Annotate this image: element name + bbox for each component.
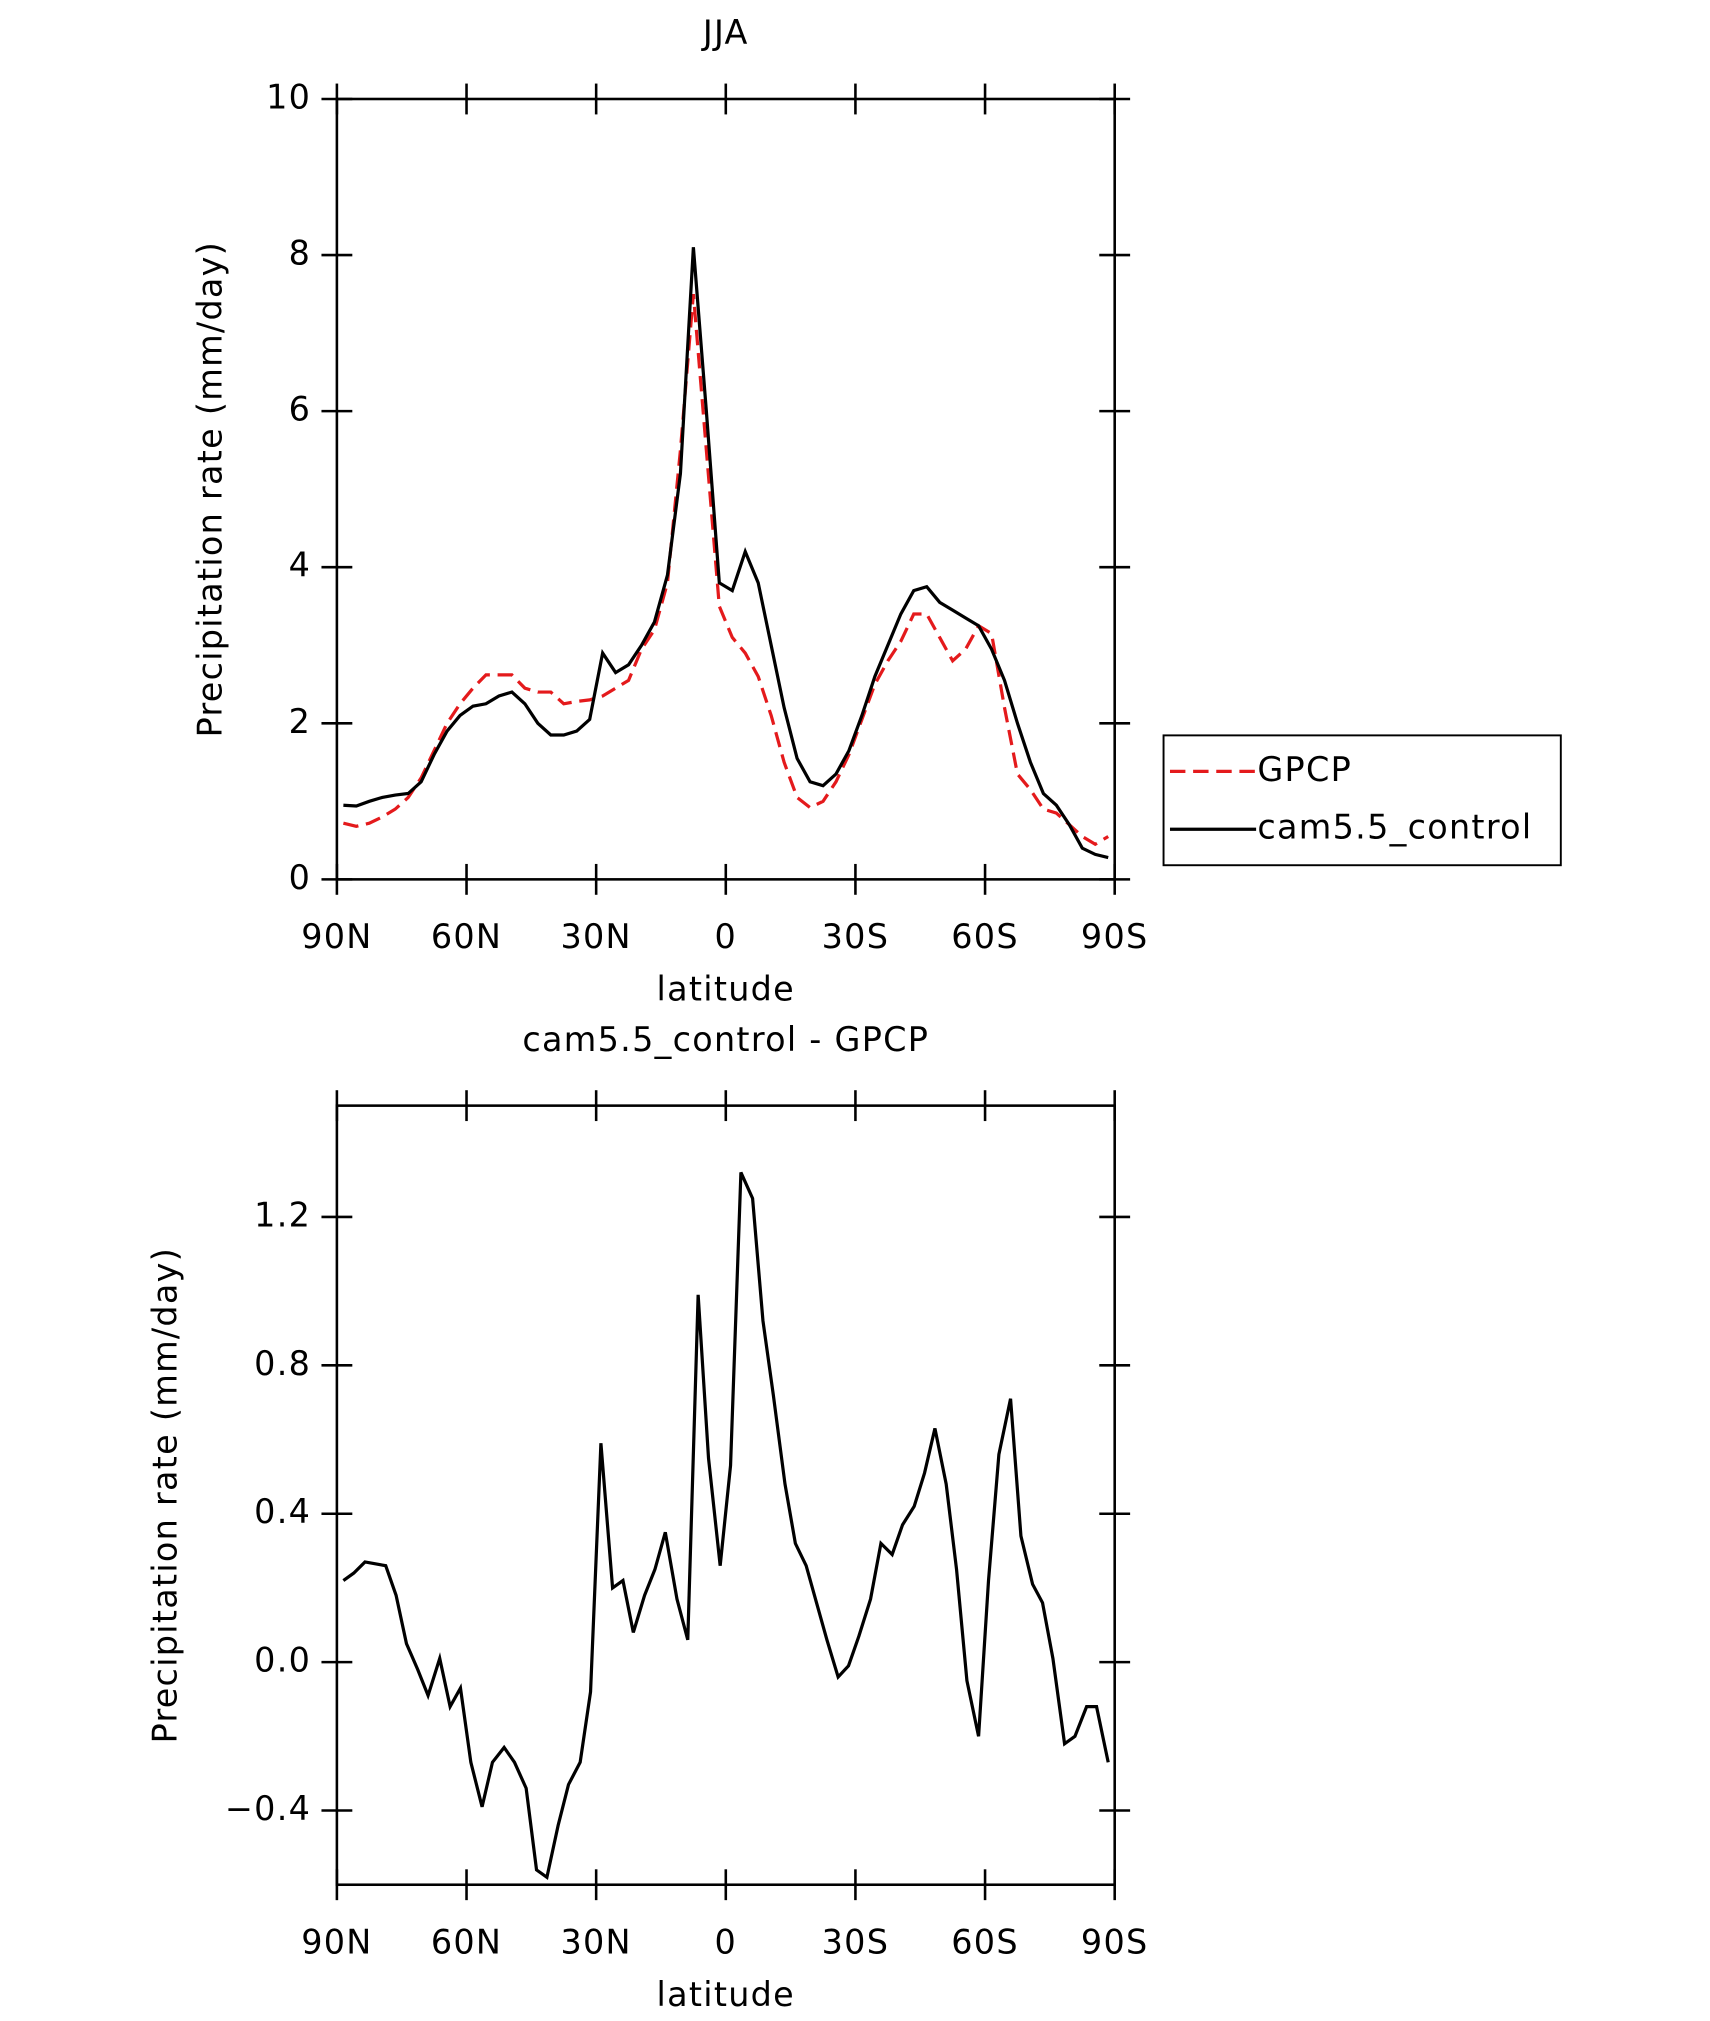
y-axis-label: Precipitation rate (mm/day) — [146, 1247, 185, 1743]
x-tick-label: 0 — [715, 1922, 738, 1961]
y-tick-label: −0.4 — [225, 1789, 311, 1828]
legend-label: cam5.5_control — [1257, 808, 1532, 847]
y-tick-label: 1.2 — [254, 1195, 311, 1234]
x-tick-label: 60S — [951, 917, 1019, 956]
x-axis-label: latitude — [657, 970, 795, 1009]
legend: GPCP cam5.5_control — [1162, 734, 1562, 867]
chart-panel: JJA latitude Precipitation rate (mm/day) 90… — [191, 13, 1562, 1009]
x-tick-label: 90N — [301, 917, 372, 956]
y-tick-label: 0.4 — [254, 1492, 311, 1531]
y-tick-label: 0.0 — [254, 1641, 311, 1680]
x-tick-label: 90N — [301, 1922, 372, 1961]
chart-panel: cam5.5_control - GPCP latitude Precipitati… — [146, 1020, 1149, 2014]
x-tick-label: 30N — [560, 917, 631, 956]
chart-title: JJA — [701, 13, 749, 52]
legend-box — [1162, 734, 1562, 867]
y-axis-label: Precipitation rate (mm/day) — [191, 241, 230, 737]
x-tick-label: 60N — [431, 1922, 502, 1961]
x-axis-label: latitude — [657, 1975, 795, 2014]
chart-title: cam5.5_control - GPCP — [522, 1020, 929, 1059]
legend-label: GPCP — [1257, 750, 1352, 789]
data-line — [343, 247, 1109, 860]
x-tick-label: 60S — [951, 1922, 1019, 1961]
x-tick-label: 60N — [431, 917, 502, 956]
y-tick-label: 0 — [289, 858, 312, 897]
x-tick-label: 30S — [822, 917, 890, 956]
x-tick-label: 90S — [1081, 1922, 1149, 1961]
y-tick-label: 10 — [266, 77, 311, 116]
x-tick-label: 90S — [1081, 917, 1149, 956]
data-line — [342, 293, 1110, 847]
x-tick-label: 30S — [822, 1922, 890, 1961]
plot-frame — [335, 1104, 1116, 1887]
y-tick-label: 0.8 — [254, 1344, 311, 1383]
y-tick-label: 2 — [289, 702, 312, 741]
x-tick-label: 0 — [715, 917, 738, 956]
y-tick-label: 4 — [289, 546, 312, 585]
y-tick-label: 8 — [289, 234, 312, 273]
data-line — [342, 1171, 1110, 1881]
x-tick-label: 30N — [560, 1922, 631, 1961]
plot-frame — [335, 97, 1116, 881]
y-tick-label: 6 — [289, 390, 312, 429]
